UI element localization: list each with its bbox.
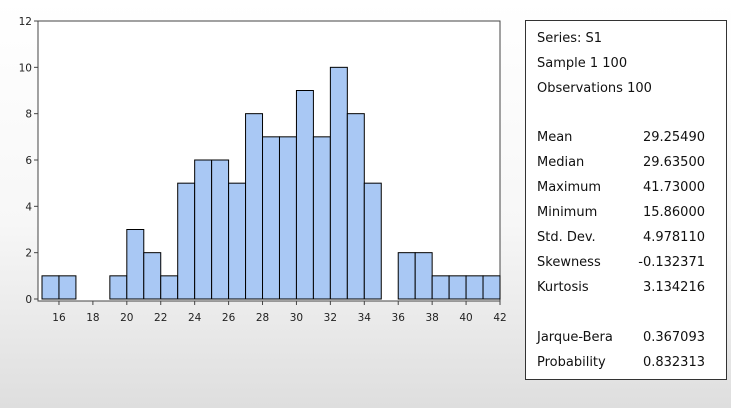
y-tick-label: 10 — [19, 62, 32, 74]
x-tick-label: 38 — [425, 312, 438, 324]
stat-value: 15.86000 — [642, 205, 705, 220]
histogram-bar — [262, 136, 280, 300]
histogram-bar — [211, 159, 230, 300]
histogram-bar — [194, 159, 213, 300]
stat-value: 0.367093 — [642, 330, 705, 345]
histogram-bar — [245, 113, 264, 300]
histogram-bar — [295, 90, 314, 300]
histogram-bar — [278, 136, 297, 300]
histogram-bar — [143, 252, 162, 300]
histogram-bar — [465, 275, 484, 300]
y-tick-label: 0 — [25, 294, 32, 306]
stat-label: Mean — [537, 130, 573, 145]
histogram-bar — [448, 275, 467, 300]
histogram-bar — [58, 275, 77, 300]
x-tick-label: 24 — [188, 312, 202, 324]
y-tick-label: 4 — [25, 201, 32, 213]
stat-label: Jarque-Bera — [537, 330, 613, 345]
histogram-bar — [431, 275, 450, 300]
x-tick-label: 30 — [290, 312, 303, 324]
stat-value: 41.73000 — [642, 180, 705, 195]
stat-label: Median — [537, 155, 585, 170]
x-tick-label: 42 — [493, 312, 506, 324]
y-tick-label: 2 — [25, 248, 32, 260]
histogram-bar — [228, 182, 247, 300]
stat-value: 4.978110 — [642, 230, 705, 245]
stat-label: Maximum — [537, 180, 602, 195]
histogram-bar — [482, 275, 501, 300]
y-tick-label: 8 — [25, 109, 32, 121]
histogram-bar — [312, 136, 331, 300]
stat-value: 0.832313 — [642, 355, 705, 370]
stat-label: Minimum — [537, 205, 598, 220]
x-tick-label: 20 — [120, 312, 133, 324]
observations-label: Observations 100 — [537, 81, 652, 96]
histogram-bar — [346, 113, 365, 300]
stat-value: -0.132371 — [638, 255, 705, 270]
histogram-bar — [397, 252, 416, 300]
histogram-bar — [109, 275, 128, 300]
stat-value: 29.25490 — [642, 130, 705, 145]
stat-label: Kurtosis — [537, 280, 589, 295]
stat-label: Probability — [537, 355, 606, 370]
histogram-bar — [160, 275, 179, 300]
histogram-bar — [41, 275, 60, 300]
statistics-panel: Series: S1 Sample 1 100 Observations 100… — [525, 20, 727, 380]
x-tick-label: 40 — [459, 312, 472, 324]
histogram-bar — [363, 182, 382, 300]
x-tick-label: 36 — [392, 312, 406, 324]
x-tick-label: 34 — [358, 312, 372, 324]
histogram-bar — [177, 182, 196, 300]
stat-value: 3.134216 — [642, 280, 705, 295]
series-label: Series: S1 — [537, 31, 603, 46]
y-tick-label: 12 — [19, 16, 32, 28]
x-tick-label: 26 — [222, 312, 236, 324]
histogram-bar — [414, 252, 433, 300]
sample-label: Sample 1 100 — [537, 56, 628, 71]
histogram-bar — [329, 66, 348, 300]
x-tick-label: 22 — [154, 312, 167, 324]
x-tick-label: 18 — [86, 312, 99, 324]
x-tick-label: 32 — [324, 312, 337, 324]
x-tick-label: 28 — [256, 312, 269, 324]
histogram-bar — [126, 229, 145, 300]
stat-label: Std. Dev. — [537, 230, 596, 245]
stat-value: 29.63500 — [642, 155, 705, 170]
y-tick-label: 6 — [25, 155, 32, 167]
x-tick-label: 16 — [52, 312, 66, 324]
stat-label: Skewness — [537, 255, 601, 270]
